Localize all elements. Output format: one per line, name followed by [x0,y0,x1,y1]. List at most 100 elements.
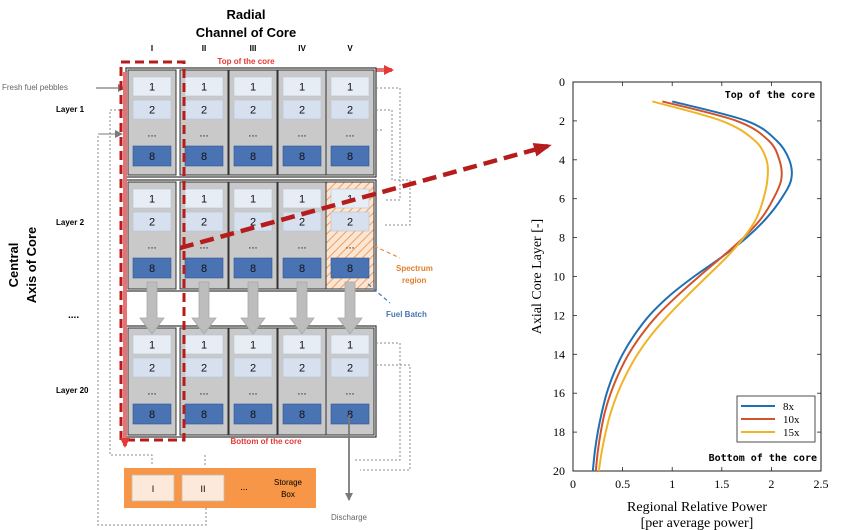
fuel-batch-cell [184,211,224,232]
fuel-batch-cell [132,76,172,97]
fuel-batch-cell [330,334,370,355]
fuel-batch-number: 2 [201,217,207,229]
fuel-batch-number: 1 [299,82,305,94]
fuel-batch-cell [132,145,172,167]
flow-down-arrow [191,281,217,335]
fuel-batch-number: 2 [149,217,155,229]
fuel-batch-number: ... [297,240,306,252]
fuel-batch-number: 1 [201,194,207,206]
fuel-batch-number: 1 [250,340,256,352]
side-title-line2: Axis of Core [24,227,39,304]
channel-label-III: III [250,44,257,53]
fuel-batch-number: 1 [250,82,256,94]
fuel-batch-number: 8 [299,151,305,163]
y-tick-label: 14 [553,347,565,361]
fuel-batch-number: ... [199,386,208,398]
fuel-batch-cell [330,403,370,425]
fuel-batch-cell [233,76,273,97]
spectrum-label-line1: Spectrum [396,264,433,273]
fuel-batch-number: 2 [347,217,353,229]
fuel-batch-number: 2 [347,363,353,375]
fuel-batch-number: 2 [299,363,305,375]
fuel-batch-cell [282,357,322,378]
legend-label-15x: 15x [783,427,800,439]
legend-label-8x: 8x [783,401,795,413]
fuel-batch-number: 8 [149,409,155,421]
fuel-batch-number: 2 [250,363,256,375]
fuel-batch-number: ... [345,240,354,252]
fuel-batch-number: 8 [299,409,305,421]
fuel-batch-cell [330,145,370,167]
y-tick-label: 4 [559,153,565,167]
power-chart: 0 0.5 1 1.5 2 2.5 0 2 4 6 8 10 12 14 16 18 20 Top of the … [530,75,829,530]
x-axis-label-line1: Regional Relative Power [627,500,767,515]
storage-cell-I [131,474,175,502]
channel-label-V: V [347,44,353,53]
fuel-batch-cell [233,403,273,425]
fuel-batch-number: 2 [250,105,256,117]
layer-label-3: .... [68,310,79,321]
core-grid: 1 2... 8 1 2... 8 1 2... 8 1 2... 8 1 2... 8 1 2... 8 1 2..… [125,67,377,438]
fuel-batch-cell [132,257,172,279]
fuel-batch-cell [330,257,370,279]
y-axis-label: Axial Core Layer [-] [530,219,545,334]
recirculation-path [376,109,411,226]
fuel-batch-cell [282,99,322,120]
fuel-batch-number: 2 [201,105,207,117]
fuel-batch-cell [233,145,273,167]
channel-label-II: II [202,44,206,53]
fuel-batch-cell [184,334,224,355]
fuel-batch-cell [282,188,322,209]
fuel-batch-number: 2 [149,105,155,117]
x-tick-label: 1.5 [714,477,729,491]
storage-cell-II [181,474,225,502]
storage-label-line2: Box [281,490,295,499]
fuel-batch-number: ... [248,386,257,398]
recirculation-path [354,342,401,461]
fuel-batch-cell [132,188,172,209]
fuel-batch-number: 8 [250,151,256,163]
x-tick-label: 1 [669,477,675,491]
flow-down-arrow [139,281,165,335]
fuel-batch-cell [330,211,370,232]
zoom-arrow [179,142,552,251]
y-tick-label: 0 [559,75,565,89]
fuel-batch-number: 2 [299,105,305,117]
fuel-batch-cell [233,188,273,209]
spectrum-label-line2: region [402,276,427,285]
bottom-of-core-label: Bottom of the core [230,437,302,446]
fuel-batch-number: 2 [250,217,256,229]
fuel-batch-number: 2 [201,363,207,375]
fuel-batch-number: 8 [201,151,207,163]
fuel-batch-label: Fuel Batch [386,310,427,319]
fuel-batch-number: ... [147,240,156,252]
fuel-batch-number: ... [248,128,257,140]
series-line-15x [597,100,769,472]
layer-label-1: Layer 1 [56,105,85,114]
fuel-batch-number: 1 [201,340,207,352]
recirculation-path [97,133,207,526]
fuel-batch-number: 1 [201,82,207,94]
diagram-title-line1: Radial [226,7,265,22]
x-tick-label: 0.5 [615,477,630,491]
fuel-batch-number: ... [147,128,156,140]
fuel-batch-cell [132,334,172,355]
fuel-batch-cell [132,211,172,232]
fuel-batch-cell [282,145,322,167]
fuel-batch-number: 8 [347,263,353,275]
fuel-batch-cell [184,99,224,120]
recirculation-path [360,364,411,471]
layer-label-2: Layer 2 [56,218,85,227]
x-tick-label: 2.5 [814,477,829,491]
fuel-batch-number: 8 [250,409,256,421]
fuel-batch-number: 8 [149,263,155,275]
spectrum-pointer [373,245,401,259]
y-tick-label: 18 [553,425,565,439]
fuel-batch-number: ... [345,128,354,140]
fuel-batch-number: 8 [299,263,305,275]
y-tick-label: 10 [553,270,565,284]
x-axis-label-line2: [per average power] [641,516,754,530]
fuel-batch-number: ... [199,128,208,140]
recirculation-path [376,87,401,201]
